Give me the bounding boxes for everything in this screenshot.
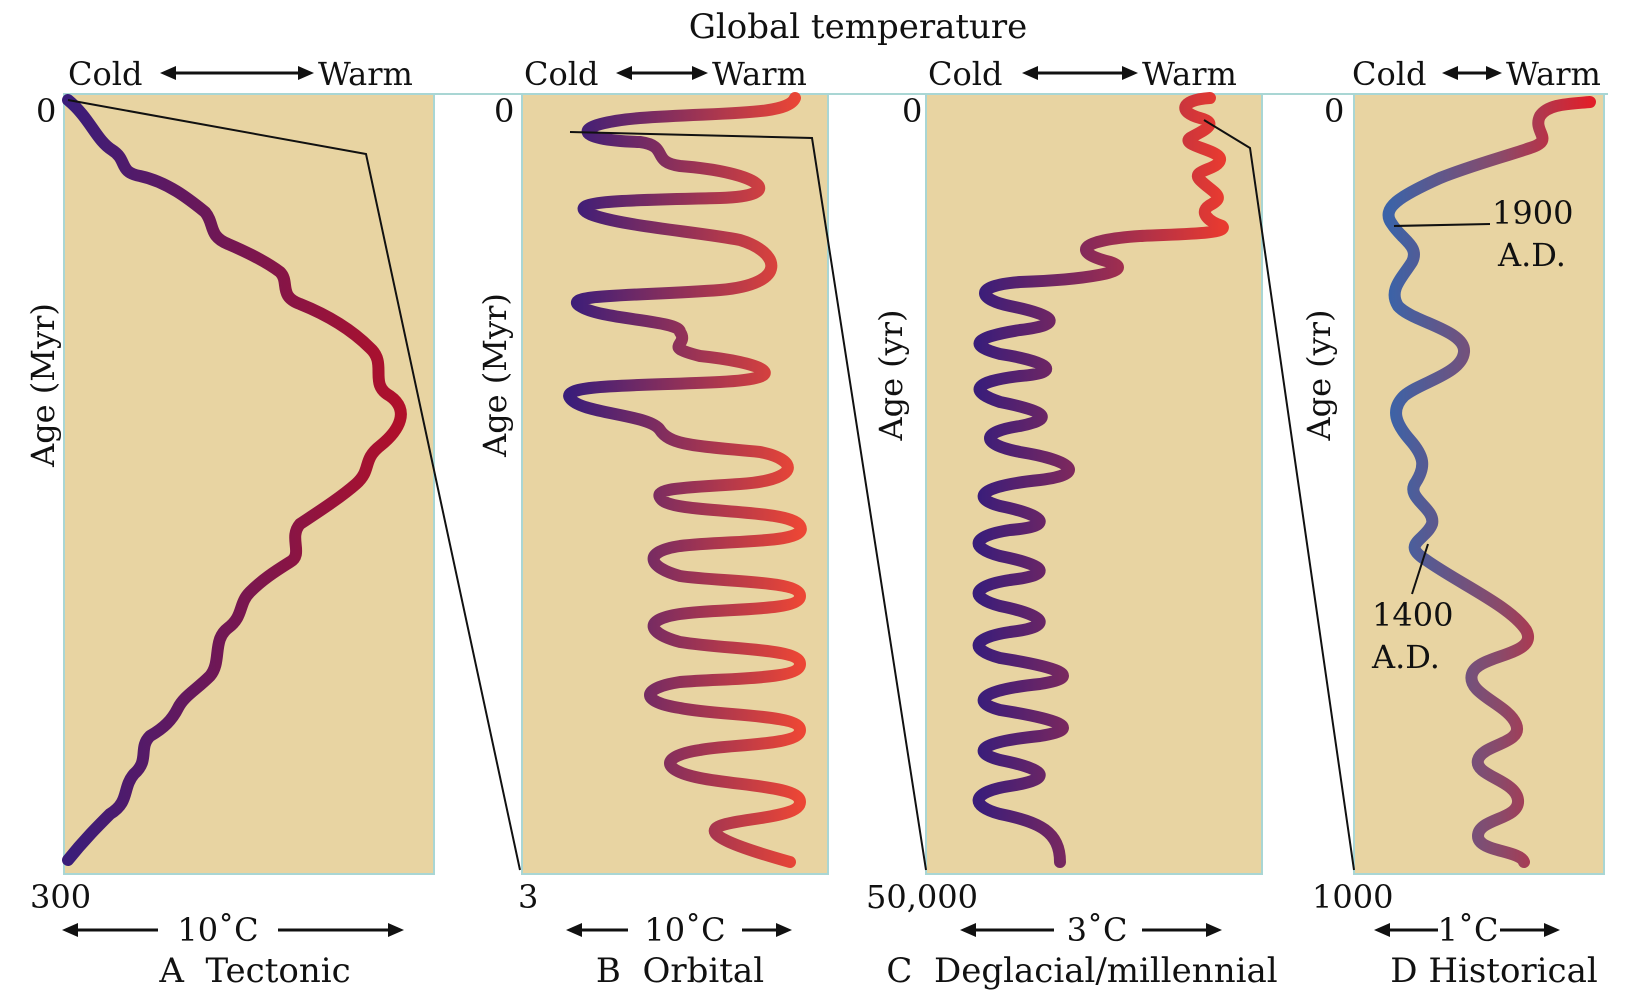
panel-d-bottom-tick: 1000 — [1312, 878, 1393, 916]
annotation-1900-leader — [1393, 223, 1491, 227]
panel-b-y-axis-label: Age (Myr) — [476, 293, 514, 458]
panel-a-temperature-curve — [62, 94, 407, 866]
panel-deglacial-millennial: Cold Warm 0 50,000 Age (yr) 3˚C C Deglac… — [866, 55, 1278, 991]
panel-d-warm-label: Warm — [1506, 55, 1601, 93]
annotation-1400-year: 1400 — [1372, 596, 1453, 634]
panel-a-cold-warm-arrow — [160, 66, 314, 80]
panel-d-caption: D Historical — [1390, 951, 1598, 991]
panel-b-warm-label: Warm — [712, 55, 807, 93]
zoom-connector-c-to-d — [1203, 119, 1355, 871]
panel-a-caption: A Tectonic — [158, 951, 350, 991]
panel-b-caption: B Orbital — [596, 951, 764, 991]
panel-a-cold-label: Cold — [68, 55, 142, 93]
panel-a-bottom-tick: 300 — [30, 878, 91, 916]
panel-a-y-axis-label: Age (Myr) — [24, 303, 62, 468]
panel-c-scale-label: 3˚C — [1067, 911, 1128, 949]
panel-d-cold-warm-arrow — [1442, 66, 1502, 80]
panel-d-temperature-curve — [1382, 96, 1596, 868]
panel-a-warm-label: Warm — [318, 55, 413, 93]
panel-tectonic: Cold Warm 0 300 Age (Myr) 10˚C A Tectoni… — [24, 55, 435, 991]
panel-c-top-tick: 0 — [902, 92, 922, 130]
panel-a-top-tick: 0 — [36, 92, 56, 130]
panel-a-scale-label: 10˚C — [177, 911, 258, 949]
annotation-1900-era: A.D. — [1497, 236, 1566, 274]
panel-c-warm-label: Warm — [1142, 55, 1237, 93]
panel-historical: Cold Warm 0 1000 Age (yr) 1900 A.D. 1400… — [1300, 55, 1605, 991]
panel-b-cold-label: Cold — [524, 55, 598, 93]
panel-b-bottom-tick: 3 — [518, 878, 538, 916]
panel-a-scale-arrow — [62, 923, 404, 937]
annotation-1400-era: A.D. — [1371, 638, 1440, 676]
panel-d-scale-arrow — [1374, 923, 1560, 937]
panel-a-plot-area — [63, 93, 435, 875]
panel-b-temperature-curve — [563, 92, 807, 868]
annotation-1900-year: 1900 — [1492, 194, 1573, 232]
panel-b-top-tick: 0 — [494, 92, 514, 130]
zoom-connector-b-to-c — [569, 131, 927, 871]
panel-d-scale-label: 1˚C — [1438, 911, 1499, 949]
panel-c-bottom-tick: 50,000 — [866, 878, 978, 916]
panel-b-cold-warm-arrow — [616, 66, 708, 80]
panel-orbital: Cold Warm 0 3 Age (Myr) 10˚C B Orbital — [476, 55, 829, 991]
panel-d-top-tick: 0 — [1324, 92, 1344, 130]
panel-d-y-axis-label: Age (yr) — [1300, 309, 1338, 441]
panel-c-caption: C Deglacial/millennial — [886, 951, 1277, 991]
panel-b-scale-arrow — [566, 923, 792, 937]
panel-d-cold-label: Cold — [1352, 55, 1426, 93]
panel-c-cold-warm-arrow — [1022, 66, 1138, 80]
panel-c-scale-arrow — [960, 923, 1222, 937]
annotation-1400-leader — [1411, 543, 1429, 595]
panel-c-temperature-curve — [972, 92, 1229, 868]
zoom-connector-a-to-b — [67, 99, 521, 871]
figure-title: Global temperature — [689, 7, 1028, 47]
panel-c-y-axis-label: Age (yr) — [872, 309, 910, 441]
panel-b-scale-label: 10˚C — [644, 911, 725, 949]
panel-c-cold-label: Cold — [928, 55, 1002, 93]
